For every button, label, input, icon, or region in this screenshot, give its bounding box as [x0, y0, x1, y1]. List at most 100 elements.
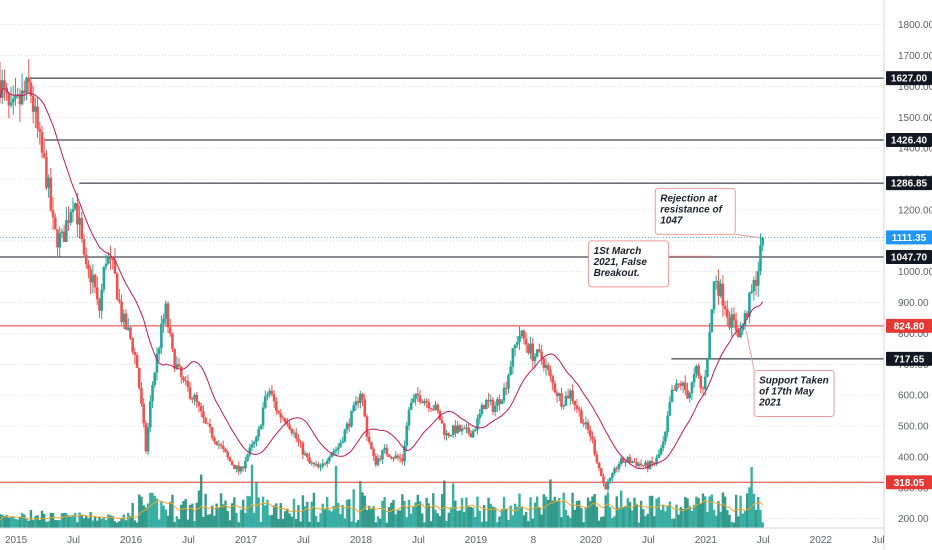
candle-body — [551, 376, 554, 384]
volume-bar — [138, 494, 141, 528]
volume-bar — [684, 496, 687, 528]
volume-bar — [699, 503, 702, 528]
volume-bar — [734, 494, 738, 528]
candle-body — [515, 342, 519, 345]
volume-bar — [600, 517, 603, 528]
candle-body — [69, 212, 73, 223]
volume-bar — [343, 518, 347, 528]
time-tick-label: 2022 — [810, 535, 833, 546]
volume-bar — [589, 501, 592, 528]
candle-body — [392, 458, 395, 460]
volume-bar — [409, 513, 413, 528]
volume-bar — [135, 522, 139, 528]
candle-body — [507, 375, 510, 389]
candle-body — [210, 427, 214, 438]
volume-bar — [89, 512, 92, 528]
volume-bar — [328, 509, 331, 528]
candle-body — [47, 177, 50, 188]
volume-bar — [701, 493, 705, 528]
candle-body — [473, 429, 477, 432]
volume-bar — [45, 521, 48, 528]
annotation-text: 1St March — [594, 246, 642, 257]
volume-bar — [367, 505, 371, 528]
volume-bar — [325, 497, 329, 528]
volume-bar — [398, 510, 402, 528]
candle-body — [217, 444, 221, 446]
volume-bar — [474, 516, 477, 528]
volume-bar — [310, 501, 313, 528]
candle-body — [650, 461, 654, 464]
volume-bar — [365, 509, 369, 528]
volume-bar — [628, 502, 632, 528]
candle-body — [491, 399, 495, 412]
candle-body — [469, 433, 473, 438]
candle-body — [745, 312, 749, 317]
candle-body — [557, 393, 561, 397]
candle-body — [560, 393, 563, 407]
volume-bar — [661, 504, 665, 528]
volume-bar — [754, 509, 758, 528]
candle-body — [71, 209, 75, 213]
candle-body — [226, 452, 229, 458]
time-tick-label: 2021 — [695, 535, 718, 546]
candle-body — [120, 301, 123, 323]
volume-bar — [281, 518, 285, 528]
candle-body — [604, 483, 608, 490]
level-badge — [886, 249, 932, 264]
time-tick-label: Jul — [297, 535, 310, 546]
time-tick-label: 2018 — [350, 535, 373, 546]
volume-bar — [339, 513, 342, 528]
volume-bar — [107, 514, 110, 528]
candle-body — [666, 415, 669, 433]
volume-bar — [233, 497, 236, 528]
candle-body — [182, 377, 185, 381]
candle-body — [361, 393, 364, 400]
annotation-box — [753, 370, 835, 418]
volume-bar — [507, 519, 510, 528]
candle-body — [458, 425, 462, 432]
candle-body — [334, 449, 338, 452]
candle-body — [648, 461, 652, 469]
candle-body — [27, 77, 31, 83]
volume-bar — [374, 522, 378, 528]
volume-bar — [47, 521, 50, 528]
candle-body — [321, 463, 325, 467]
volume-bar — [54, 519, 57, 528]
volume-bar — [721, 492, 725, 528]
volume-bar — [197, 490, 201, 528]
volume-bar — [730, 521, 733, 528]
volume-bar — [748, 487, 751, 528]
candle-body — [734, 320, 738, 331]
candle-body — [431, 409, 435, 411]
candle-body — [345, 423, 349, 430]
candle-body — [25, 77, 28, 93]
volume-bar — [637, 522, 641, 528]
volume-bar — [670, 518, 674, 528]
candle-body — [261, 407, 265, 426]
volume-bar — [217, 507, 221, 528]
time-axis: 2015 Jul 2016 Jul 2017 Jul 2018 Jul 2019 8 2020 Jul… — [0, 527, 885, 546]
candle-body — [427, 402, 431, 409]
level-badge — [886, 318, 932, 333]
volume-bar — [615, 496, 618, 528]
volume-bar — [555, 501, 559, 528]
candle-body — [67, 220, 70, 223]
annotation-text: Rejection at — [660, 193, 717, 204]
volume-bar — [577, 500, 581, 528]
volume-bar — [208, 514, 212, 528]
candle-body — [389, 456, 393, 459]
volume-bar — [595, 506, 599, 528]
candle-body — [310, 462, 314, 464]
candle-body — [679, 383, 683, 386]
volume-bar — [679, 507, 683, 528]
volume-bar — [544, 496, 548, 528]
volume-bar — [127, 512, 130, 528]
volume-bar — [67, 515, 70, 528]
volume-bar — [648, 495, 652, 528]
volume-bar — [171, 494, 174, 528]
candle-body — [367, 436, 371, 443]
volume-bar — [76, 522, 79, 528]
volume-bar — [213, 515, 216, 528]
candle-body — [524, 338, 528, 345]
